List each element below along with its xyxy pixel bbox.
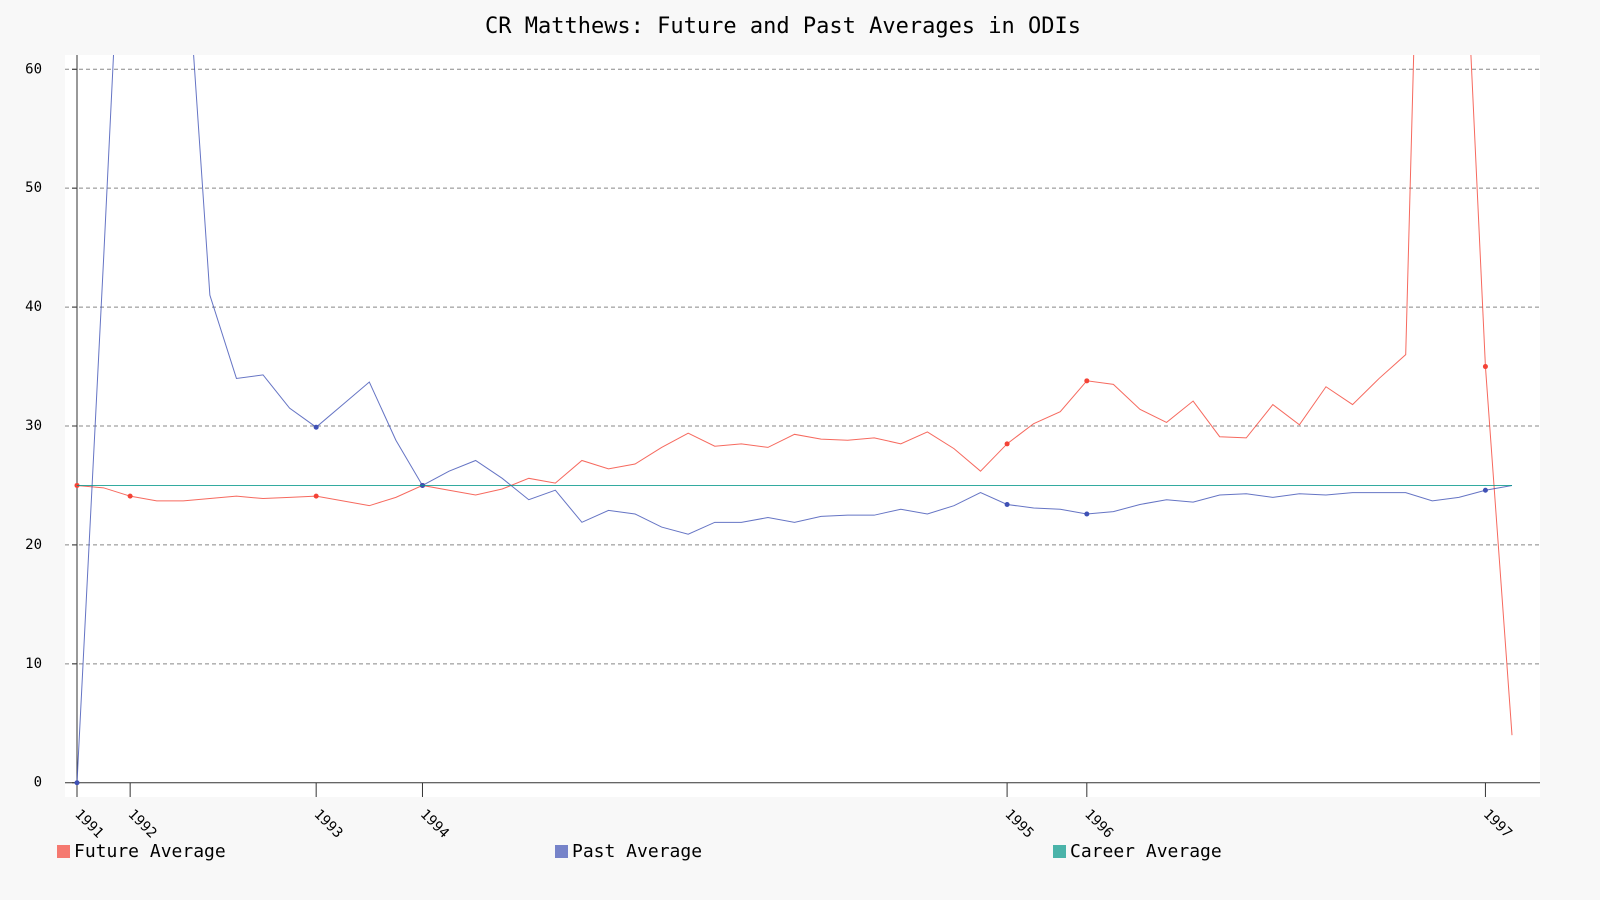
y-tick-label: 30: [25, 418, 42, 434]
data-point: [313, 424, 319, 430]
y-tick-label: 60: [25, 61, 42, 77]
y-tick-label: 40: [25, 299, 42, 315]
x-tick-label: 1993: [311, 806, 346, 841]
x-tick-label: 1997: [1480, 806, 1515, 841]
data-point: [127, 493, 133, 499]
legend-label: Future Average: [74, 841, 226, 862]
x-tick-label: 1992: [124, 806, 159, 841]
data-point: [1482, 364, 1488, 370]
legend-swatch: [57, 845, 70, 858]
data-point: [1004, 441, 1010, 447]
y-tick-label: 20: [25, 537, 42, 553]
legend-swatch: [1053, 845, 1066, 858]
series-group: [74, 55, 1513, 786]
y-tick-label: 0: [34, 775, 42, 791]
x-tick-label: 1995: [1001, 806, 1036, 841]
legend-label: Past Average: [572, 841, 702, 862]
chart-title: CR Matthews: Future and Past Averages in…: [485, 14, 1081, 39]
y-tick-label: 50: [25, 180, 42, 196]
data-point: [1084, 511, 1090, 517]
data-point: [74, 780, 80, 786]
y-tick-label: 10: [25, 656, 42, 672]
data-point: [1482, 487, 1488, 493]
data-point: [1004, 501, 1010, 507]
x-tick-label: 1994: [417, 806, 452, 841]
data-point: [313, 493, 319, 499]
legend-label: Career Average: [1070, 841, 1222, 862]
x-tick-label: 1991: [71, 806, 106, 841]
data-point: [1084, 378, 1090, 384]
x-tick-label: 1996: [1081, 806, 1116, 841]
legend-swatch: [555, 845, 568, 858]
